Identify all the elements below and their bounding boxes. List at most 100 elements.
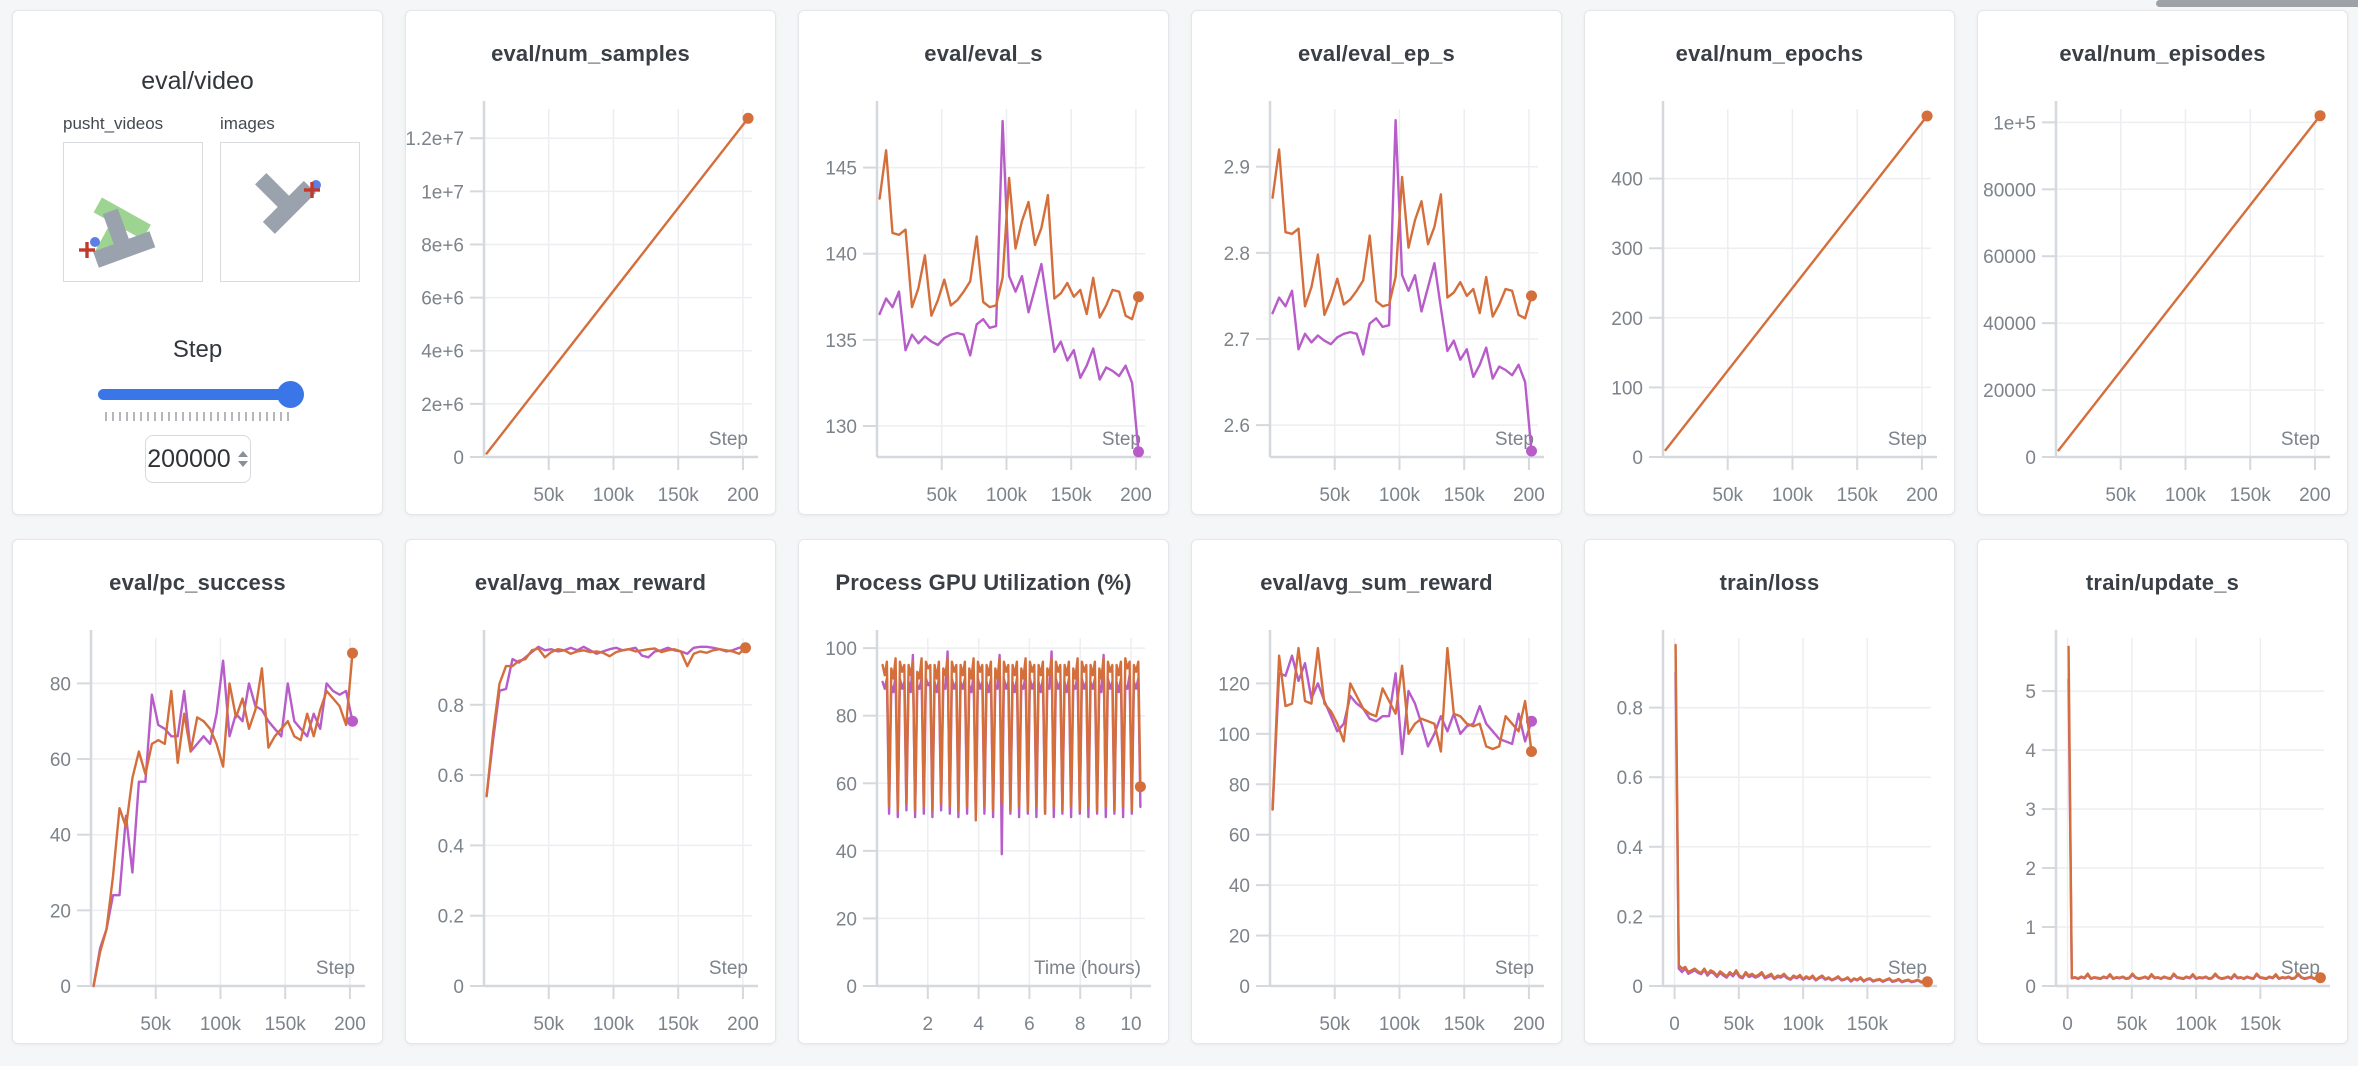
x-tick-label: 200	[334, 1014, 366, 1035]
chart-title: eval/eval_s	[924, 41, 1043, 66]
stepper-control	[237, 451, 248, 467]
y-tick-label: 80	[836, 707, 857, 728]
y-tick-label: 0	[1632, 448, 1643, 469]
x-axis-title: Step	[1495, 958, 1534, 979]
panel-eval-avg-sum-reward[interactable]: eval/avg_sum_reward 0 20 40 60 80 100 120 50k 100…	[1191, 539, 1562, 1044]
chart-title: eval/num_epochs	[1675, 41, 1864, 66]
series-line-orange	[485, 117, 750, 455]
x-tick-label: 200	[1513, 1014, 1545, 1035]
chart-canvas: 0 20 40 60 80 50k 100k 150k 200 Step	[50, 630, 366, 1035]
panel-process-gpu-utilization[interactable]: Process GPU Utilization (%) 0 20 40 60 80 100 2…	[798, 539, 1169, 1044]
panel-eval-pc-success[interactable]: eval/pc_success 0 20 40 60 80 50k 100k 150k 200 St…	[12, 539, 383, 1044]
series-line-orange	[1271, 646, 1533, 811]
y-tick-label: 2.9	[1224, 158, 1250, 179]
y-tick-label: 0	[846, 977, 857, 998]
y-tick-label: 2.7	[1224, 330, 1250, 351]
x-tick-label: 50k	[2105, 485, 2136, 506]
step-slider-thumb[interactable]	[276, 381, 304, 408]
x-tick-label: 50k	[140, 1014, 171, 1035]
step-slider-label: Step	[172, 336, 223, 363]
pusht-videos-label: pusht_videos	[63, 114, 164, 133]
target-cross-icon	[304, 182, 320, 198]
series-line-purple	[1271, 119, 1533, 453]
series-end-dot-purple	[347, 715, 358, 727]
x-tick-label: 150k	[658, 485, 700, 506]
y-tick-label: 120	[1218, 674, 1250, 695]
y-tick-label: 20	[1229, 927, 1250, 948]
step-value: 200000	[147, 444, 231, 473]
step-number-input[interactable]: 200000	[144, 435, 251, 483]
y-tick-label: 0	[2025, 448, 2036, 469]
y-tick-label: 100	[825, 639, 857, 660]
series-line-orange	[881, 657, 1142, 822]
x-tick-label: 150k	[2240, 1014, 2282, 1035]
y-tick-label: 2	[2025, 859, 2036, 880]
gray-t-shape	[255, 173, 316, 234]
series-end-dot-orange	[347, 647, 358, 659]
series-line-orange	[2057, 114, 2322, 452]
chart-canvas: 0 100 200 300 400 50k 100k 150k 200 Step	[1611, 101, 1938, 506]
x-axis-title: Step	[1102, 429, 1141, 450]
x-tick-label: 0	[2062, 1014, 2073, 1035]
panel-eval-num-samples[interactable]: eval/num_samples 0 2e+6 4e+6 6e+6 8e+6 1e+7 1.2…	[405, 10, 776, 515]
chart-title: eval/num_episodes	[2059, 41, 2266, 66]
step-slider-track[interactable]	[97, 389, 298, 400]
chart-title: eval/num_samples	[491, 41, 690, 66]
y-tick-label: 6e+6	[421, 289, 464, 310]
series-end-dot-orange	[1921, 976, 1933, 988]
horizontal-scrollbar[interactable]	[2156, 0, 2358, 7]
y-tick-label: 2e+6	[421, 395, 464, 416]
x-tick-label: 100k	[1379, 1014, 1421, 1035]
y-tick-label: 135	[825, 331, 857, 352]
images-thumbnail[interactable]	[220, 142, 360, 282]
step-increment-icon[interactable]	[237, 451, 248, 457]
series-end-dot-orange	[1921, 110, 1933, 122]
x-tick-label: 200	[1513, 485, 1545, 506]
y-tick-label: 0.2	[438, 907, 464, 928]
panel-eval-num-episodes[interactable]: eval/num_episodes 0 20000 40000 60000 80000 1e…	[1977, 10, 2348, 515]
series-line-purple	[1271, 654, 1533, 811]
y-tick-label: 2.6	[1224, 416, 1250, 437]
y-tick-label: 0	[453, 977, 464, 998]
y-tick-label: 40	[836, 842, 857, 863]
agent-dot	[90, 237, 100, 247]
panel-eval-video[interactable]: eval/video pusht_videos images	[12, 10, 383, 515]
chart-title: eval/pc_success	[109, 570, 286, 595]
x-tick-label: 8	[1075, 1014, 1086, 1035]
chart-canvas: 0 1 2 3 4 5 0 50k 100k 150k Step	[2025, 630, 2330, 1035]
x-tick-label: 150k	[1837, 485, 1879, 506]
x-axis-title: Step	[1888, 429, 1927, 450]
thumbnail-labels-row: pusht_videos images	[13, 114, 382, 134]
y-tick-label: 5	[2025, 682, 2036, 703]
y-tick-label: 80	[50, 674, 71, 695]
y-tick-label: 145	[825, 159, 857, 180]
panel-train-update-s[interactable]: train/update_s 0 1 2 3 4 5 0 50k 100k 150k Step	[1977, 539, 2348, 1044]
x-tick-label: 50k	[2117, 1014, 2148, 1035]
panel-eval-eval-s[interactable]: eval/eval_s 130 135 140 145 50k 100k 150k 200 Ste…	[798, 10, 1169, 515]
pusht-video-thumbnail[interactable]	[63, 142, 203, 282]
y-tick-label: 4e+6	[421, 342, 464, 363]
x-tick-label: 6	[1024, 1014, 1035, 1035]
chart-title: train/update_s	[2085, 570, 2240, 595]
video-panel-title: eval/video	[141, 67, 254, 95]
series-line-purple	[92, 659, 354, 988]
y-tick-label: 20000	[1983, 381, 2036, 402]
panel-eval-eval-ep-s[interactable]: eval/eval_ep_s 2.6 2.7 2.8 2.9 50k 100k 150k 200…	[1191, 10, 1562, 515]
x-tick-label: 0	[1669, 1014, 1680, 1035]
y-tick-label: 140	[825, 245, 857, 266]
chart-title: Process GPU Utilization (%)	[835, 570, 1132, 595]
series-end-dot-orange	[742, 112, 754, 124]
target-cross-icon	[79, 242, 95, 258]
panel-train-loss[interactable]: train/loss 0 0.2 0.4 0.6 0.8 0 50k 100k 150k Step	[1584, 539, 1955, 1044]
x-tick-label: 50k	[533, 485, 564, 506]
x-axis-title: Step	[1495, 429, 1534, 450]
chart-canvas: 0 2e+6 4e+6 6e+6 8e+6 1e+7 1.2e+7 50k 100k 150k 20…	[406, 101, 759, 506]
y-tick-label: 0	[1239, 977, 1250, 998]
panel-eval-num-epochs[interactable]: eval/num_epochs 0 100 200 300 400 50k 100k 150k 2…	[1584, 10, 1955, 515]
step-decrement-icon[interactable]	[237, 461, 248, 467]
panel-eval-avg-max-reward[interactable]: eval/avg_max_reward 0 0.2 0.4 0.6 0.8 50k 100k 1…	[405, 539, 776, 1044]
step-slider[interactable]	[97, 380, 304, 408]
x-tick-label: 150k	[1051, 485, 1093, 506]
x-tick-label: 10	[1120, 1014, 1141, 1035]
series-line-orange	[1664, 114, 1929, 452]
